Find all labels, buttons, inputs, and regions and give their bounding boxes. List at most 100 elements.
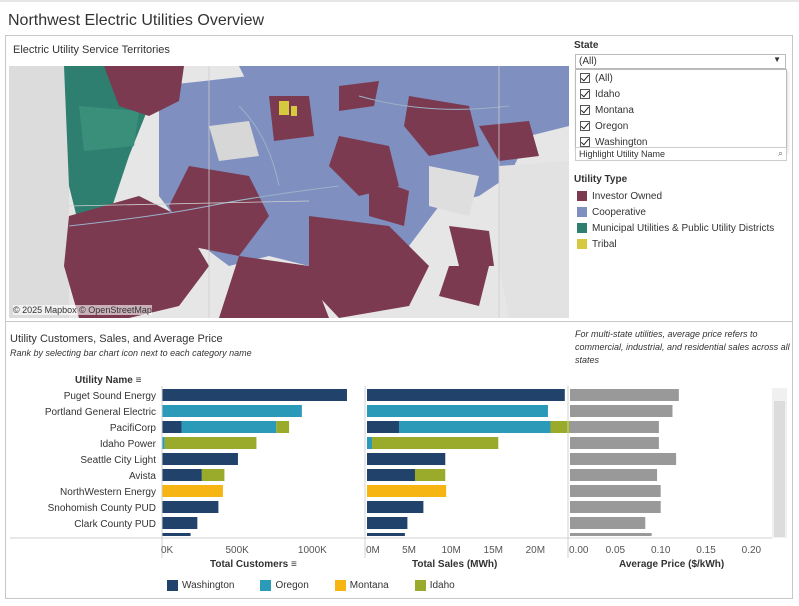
sales-bar-oregon[interactable] — [367, 437, 373, 449]
sales-bar-idaho[interactable] — [372, 437, 499, 449]
price-bar[interactable] — [570, 437, 659, 449]
legend-label: Tribal — [592, 238, 617, 250]
legend-label: Oregon — [275, 580, 309, 591]
state-filter-select[interactable]: (All) ▼ — [575, 54, 786, 69]
sales-bar-washington[interactable] — [367, 533, 405, 545]
customers-bar-washington[interactable] — [162, 421, 182, 433]
checkbox-icon[interactable] — [580, 89, 590, 99]
price-bar[interactable] — [570, 469, 658, 481]
legend-label: Investor Owned — [592, 190, 663, 202]
checkbox-icon[interactable] — [580, 121, 590, 131]
checkbox-icon[interactable] — [580, 137, 590, 147]
state-option[interactable]: (All) — [576, 70, 786, 86]
utility-type-legend-item[interactable]: Municipal Utilities & Public Utility Dis… — [577, 221, 774, 235]
legend-label: Idaho — [429, 580, 455, 591]
price-bar[interactable] — [570, 405, 673, 417]
sales-bar-washington[interactable] — [367, 421, 399, 433]
scrollbar-thumb[interactable] — [774, 401, 785, 537]
state-option-label: Idaho — [595, 88, 621, 100]
customers-bar-montana[interactable] — [162, 485, 223, 497]
state-option-label: Montana — [595, 104, 634, 116]
utility-name-label[interactable]: Seattle City Light — [80, 455, 156, 466]
price-bar[interactable] — [570, 453, 677, 465]
customers-tick-label: 1000K — [298, 545, 327, 556]
price-tick-label: 0.20 — [742, 545, 762, 556]
utility-name-label[interactable]: Portland General Electric — [45, 407, 156, 418]
sales-bar-idaho[interactable] — [414, 469, 446, 481]
map-canvas[interactable] — [9, 66, 569, 318]
utility-name-label[interactable]: NorthWestern Energy — [60, 487, 156, 498]
customers-bar-washington[interactable] — [162, 389, 347, 401]
chevron-down-icon[interactable]: ▼ — [773, 55, 781, 64]
sales-bar-washington[interactable] — [367, 453, 446, 465]
sales-bar-oregon[interactable] — [367, 405, 548, 417]
utility-name-label[interactable]: Snohomish County PUD — [48, 503, 156, 514]
utility-name-label[interactable]: Tacoma Power — [90, 535, 157, 546]
customers-bar-idaho[interactable] — [164, 437, 257, 449]
sales-tick-label: 20M — [526, 545, 545, 556]
customers-bar-washington[interactable] — [162, 453, 238, 465]
highlight-utility-input[interactable]: Highlight Utility Name ⌕ — [575, 147, 787, 161]
utility-type-legend-item[interactable]: Tribal — [577, 237, 617, 251]
state-option[interactable]: Idaho — [576, 86, 786, 102]
state-legend-item[interactable]: Montana — [334, 580, 389, 591]
chart-subtitle: Rank by selecting bar chart icon next to… — [10, 348, 252, 358]
bar-charts[interactable]: Puget Sound Energy Portland General Elect… — [0, 386, 799, 558]
state-legend-item[interactable]: Washington — [167, 580, 234, 591]
highlight-utility-placeholder: Highlight Utility Name — [579, 149, 666, 159]
price-axis-title[interactable]: Average Price ($/kWh) — [619, 559, 725, 570]
state-filter-dropdown[interactable]: (All) Idaho Montana Oregon Washington — [575, 69, 787, 151]
price-tick-label: 0.15 — [696, 545, 716, 556]
utility-name-label[interactable]: Idaho Power — [100, 439, 157, 450]
price-bar[interactable] — [570, 517, 646, 529]
customers-bar-oregon[interactable] — [181, 421, 277, 433]
customers-bar-washington[interactable] — [162, 517, 198, 529]
customers-bar-oregon[interactable] — [162, 405, 302, 417]
sales-axis-title[interactable]: Total Sales (MWh) — [412, 559, 498, 570]
utility-name-header[interactable]: Utility Name ≡ — [75, 375, 141, 386]
customers-bar-idaho[interactable] — [276, 421, 290, 433]
search-icon[interactable]: ⌕ — [777, 148, 783, 158]
state-option[interactable]: Montana — [576, 102, 786, 118]
utility-name-label[interactable]: Clark County PUD — [74, 519, 156, 530]
utility-type-legend-item[interactable]: Investor Owned — [577, 189, 662, 203]
state-legend-item[interactable]: Oregon — [260, 580, 309, 591]
sales-bar-washington[interactable] — [367, 389, 565, 401]
customers-axis-title[interactable]: Total Customers ≡ — [210, 559, 297, 570]
sales-bar-oregon[interactable] — [398, 421, 551, 433]
sort-icon[interactable]: ≡ — [135, 375, 142, 386]
utility-type-legend-item[interactable]: Cooperative — [577, 205, 646, 219]
checkbox-icon[interactable] — [580, 105, 590, 115]
utility-name-label[interactable]: PacifiCorp — [110, 423, 157, 434]
checkbox-icon[interactable] — [580, 73, 590, 83]
sales-bar-washington[interactable] — [367, 517, 408, 529]
state-legend-item[interactable]: Idaho — [414, 580, 455, 591]
state-option[interactable]: Oregon — [576, 118, 786, 134]
price-bar[interactable] — [570, 389, 679, 401]
service-territory-map[interactable]: © 2025 Mapbox © OpenStreetMap — [9, 66, 569, 318]
customers-bar-idaho[interactable] — [201, 469, 225, 481]
sales-tick-label: 0M — [366, 545, 380, 556]
sales-bar-washington[interactable] — [367, 469, 415, 481]
customers-bar-washington[interactable] — [162, 469, 202, 481]
state-option[interactable]: Washington — [576, 134, 786, 150]
price-tick-label: 0.00 — [569, 545, 589, 556]
utility-name-label[interactable]: Avista — [129, 471, 156, 482]
chart-title: Utility Customers, Sales, and Average Pr… — [10, 333, 223, 345]
customers-bar-oregon[interactable] — [162, 437, 165, 449]
price-bar[interactable] — [570, 485, 661, 497]
map-title: Electric Utility Service Territories — [13, 44, 170, 56]
legend-label: Cooperative — [592, 206, 646, 218]
state-color-legend: Washington Oregon Montana Idaho — [167, 580, 481, 591]
price-bar[interactable] — [570, 533, 652, 545]
price-bar[interactable] — [570, 421, 659, 433]
customers-bar-washington[interactable] — [162, 501, 219, 513]
price-bar[interactable] — [570, 501, 661, 513]
legend-swatch — [577, 207, 587, 217]
utility-name-label[interactable]: Puget Sound Energy — [64, 391, 156, 402]
map-credit[interactable]: © 2025 Mapbox © OpenStreetMap — [13, 305, 152, 315]
sort-icon[interactable]: ≡ — [290, 559, 297, 570]
sales-bar-montana[interactable] — [367, 485, 447, 497]
sales-bar-washington[interactable] — [367, 501, 424, 513]
customers-bar-washington[interactable] — [162, 533, 191, 545]
